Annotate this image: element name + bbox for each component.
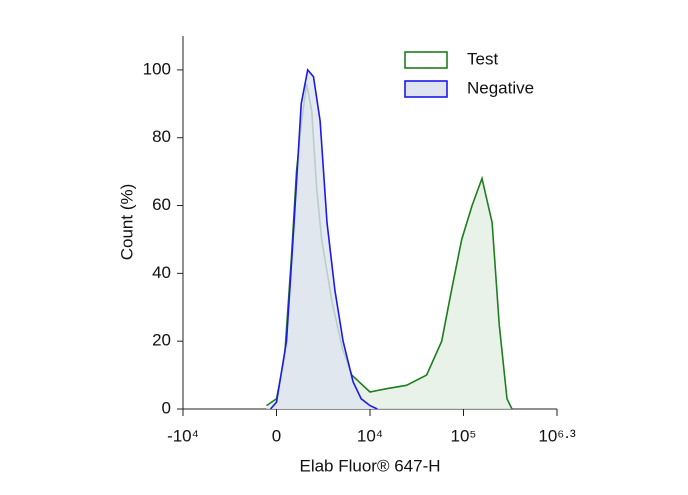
x-axis-label: Elab Fluor® 647-H — [299, 456, 440, 475]
x-tick-label: 10⁴ — [357, 426, 383, 445]
legend-label: Test — [467, 49, 498, 68]
x-tick-label: 10⁶·³ — [538, 426, 576, 445]
y-axis-label: Count (%) — [117, 184, 136, 261]
x-tick-label: 0 — [272, 426, 281, 445]
histogram-line — [269, 68, 378, 410]
legend-swatch — [404, 51, 448, 69]
legend-label: Negative — [467, 78, 534, 97]
x-tick-label: 10⁵ — [451, 426, 477, 445]
histogram-area — [270, 69, 378, 410]
x-tick-label: -10⁴ — [167, 426, 199, 445]
y-tick-label: 0 — [162, 398, 171, 417]
legend-swatch — [404, 80, 448, 98]
y-tick-label: 20 — [152, 331, 171, 350]
y-tick-label: 40 — [152, 263, 171, 282]
y-tick-label: 60 — [152, 195, 171, 214]
y-tick-label: 80 — [152, 127, 171, 146]
y-tick-label: 100 — [143, 59, 171, 78]
